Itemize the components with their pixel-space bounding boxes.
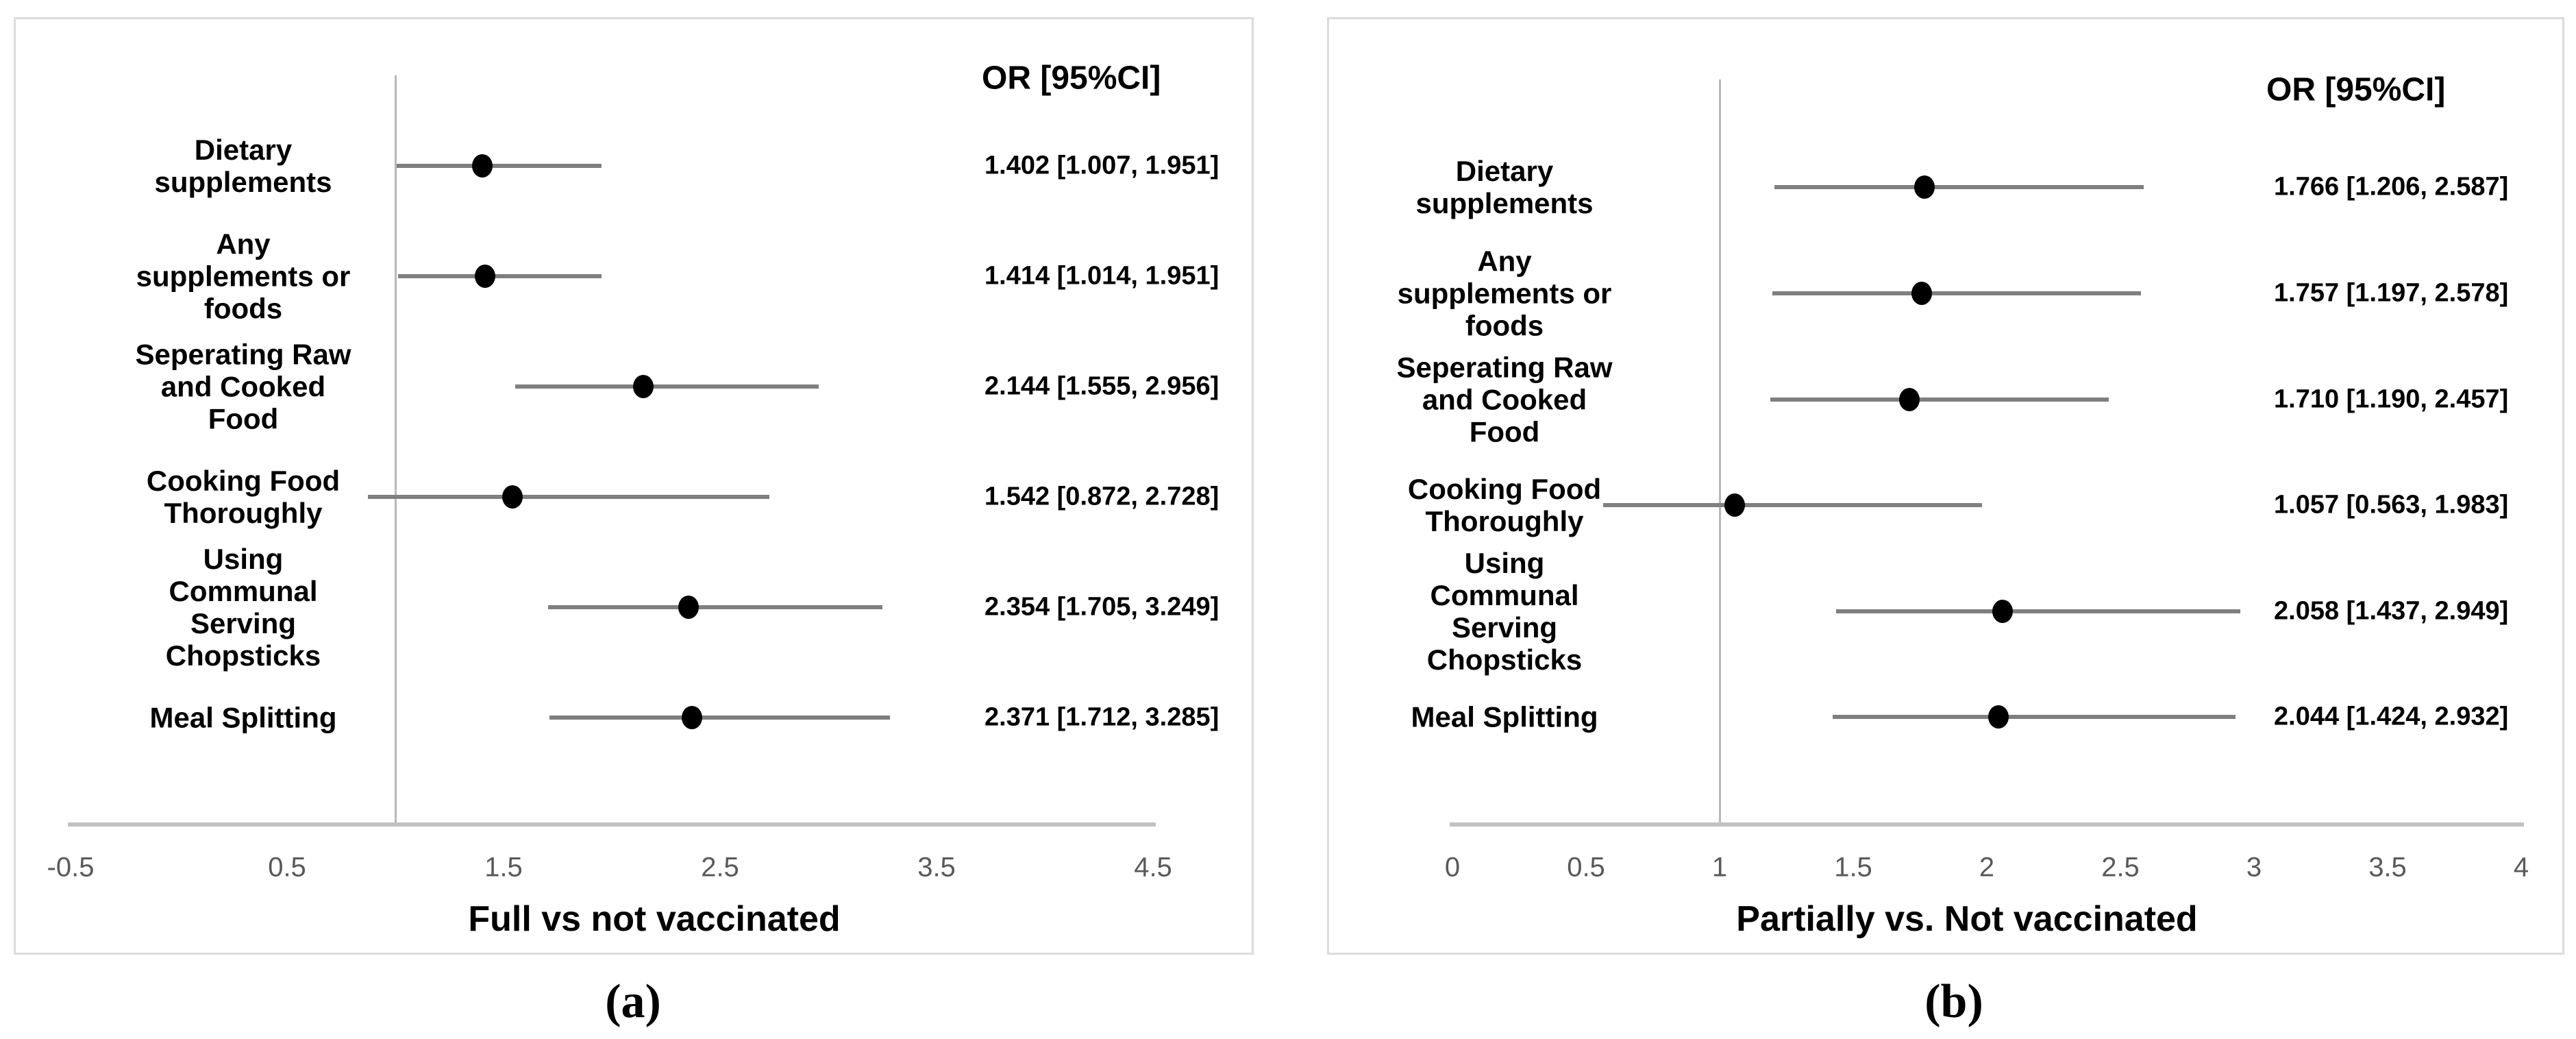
or-value: 1.757 [1.197, 2.578] <box>2274 278 2509 308</box>
x-axis-title: Full vs not vaccinated <box>468 899 841 939</box>
x-axis-tick-label: 1 <box>1711 852 1728 883</box>
confidence-interval-line <box>1772 291 2142 295</box>
x-axis-tick-label: 4 <box>2513 852 2529 883</box>
confidence-interval-line <box>1833 715 2236 719</box>
x-axis-line <box>1450 822 2524 827</box>
category-label: Meal Splitting <box>149 701 337 734</box>
point-estimate-marker <box>682 706 703 729</box>
point-estimate-marker <box>1911 282 1933 305</box>
point-estimate-marker <box>1914 175 1935 199</box>
point-estimate-marker <box>678 596 699 619</box>
point-estimate-marker <box>632 375 654 398</box>
confidence-interval-line <box>549 716 891 720</box>
reference-line <box>395 75 397 824</box>
x-axis-tick-label: 3.5 <box>917 852 956 883</box>
point-estimate-marker <box>474 265 495 288</box>
x-axis-tick-label: -0.5 <box>47 852 95 883</box>
or-value: 1.542 [0.872, 2.728] <box>984 482 1219 511</box>
x-axis-title: Partially vs. Not vaccinated <box>1736 899 2198 939</box>
confidence-interval-line <box>1602 503 1983 507</box>
point-estimate-marker <box>472 154 493 178</box>
or-value: 2.044 [1.424, 2.932] <box>2274 702 2509 731</box>
panel-b <box>1327 17 2564 955</box>
category-label: Cooking Food Thoroughly <box>1407 473 1602 537</box>
point-estimate-marker <box>1724 493 1746 517</box>
point-estimate-marker <box>1898 388 1920 411</box>
category-label: Dietary supplements <box>1415 155 1594 219</box>
or-value: 1.402 [1.007, 1.951] <box>984 151 1219 180</box>
confidence-interval-line <box>547 605 882 609</box>
x-axis-tick-label: 3.5 <box>2368 852 2407 883</box>
or-value: 1.057 [0.563, 1.983] <box>2274 490 2509 520</box>
confidence-interval-line <box>397 164 602 168</box>
or-value: 1.414 [1.014, 1.951] <box>984 261 1219 291</box>
category-label: Using Communal Serving Chopsticks <box>165 543 321 672</box>
category-label: Using Communal Serving Chopsticks <box>1426 547 1583 676</box>
caption-b: (b) <box>1924 975 1983 1028</box>
x-axis-tick-label: 2.5 <box>701 852 739 883</box>
category-label: Any supplements or foods <box>1397 245 1612 342</box>
confidence-interval-line <box>1770 398 2109 402</box>
panel-a <box>14 17 1254 955</box>
category-label: Dietary supplements <box>154 134 332 198</box>
x-axis-tick-label: 1.5 <box>1834 852 1872 883</box>
or-value: 1.710 [1.190, 2.457] <box>2274 384 2509 414</box>
point-estimate-marker <box>1988 705 2009 729</box>
category-label: Meal Splitting <box>1411 700 1598 733</box>
or-value: 2.354 [1.705, 3.249] <box>984 592 1219 622</box>
category-label: Cooking Food Thoroughly <box>146 465 340 529</box>
or-value: 1.766 [1.206, 2.587] <box>2274 172 2509 201</box>
point-estimate-marker <box>502 485 523 509</box>
x-axis-line <box>68 822 1156 827</box>
caption-a: (a) <box>605 975 661 1028</box>
x-axis-tick-label: 2 <box>1979 852 1995 883</box>
or-column-header: OR [95%CI] <box>2266 71 2446 108</box>
category-label: Seperating Raw and Cooked Food <box>135 338 351 435</box>
x-axis-tick-label: 0.5 <box>268 852 306 883</box>
category-label: Any supplements or foods <box>136 228 351 325</box>
reference-line <box>1719 80 1721 824</box>
x-axis-tick-label: 3 <box>2246 852 2262 883</box>
x-axis-tick-label: 0 <box>1444 852 1461 883</box>
or-value: 2.058 [1.437, 2.949] <box>2274 596 2509 626</box>
category-label: Seperating Raw and Cooked Food <box>1396 351 1613 448</box>
confidence-interval-line <box>1774 185 2144 189</box>
x-axis-tick-label: 0.5 <box>1567 852 1605 883</box>
confidence-interval-line <box>398 274 602 278</box>
x-axis-tick-label: 4.5 <box>1134 852 1172 883</box>
or-column-header: OR [95%CI] <box>982 60 1161 97</box>
or-value: 2.144 [1.555, 2.956] <box>984 371 1219 401</box>
confidence-interval-line <box>367 495 770 499</box>
confidence-interval-line <box>515 384 819 389</box>
x-axis-tick-label: 2.5 <box>2101 852 2140 883</box>
x-axis-tick-label: 1.5 <box>484 852 523 883</box>
or-value: 2.371 [1.712, 3.285] <box>984 702 1219 732</box>
point-estimate-marker <box>1992 600 2013 623</box>
confidence-interval-line <box>1836 609 2241 613</box>
